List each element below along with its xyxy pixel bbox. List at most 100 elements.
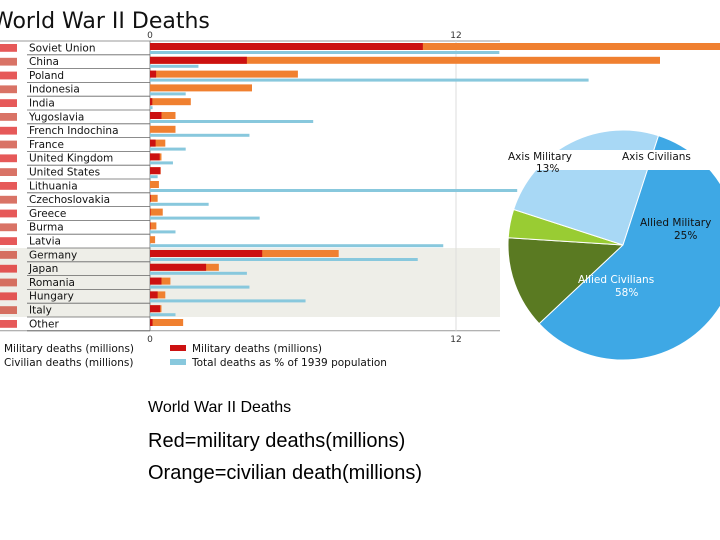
category-label-18: Hungary bbox=[29, 291, 74, 303]
legend-label-3: Total deaths as % of 1939 population bbox=[191, 357, 387, 369]
bar-percent-7 bbox=[150, 147, 186, 151]
category-label-7: France bbox=[29, 139, 64, 151]
bar-military-16 bbox=[150, 263, 207, 271]
pie-label-axis-military: Axis Military bbox=[508, 151, 572, 163]
bar-percent-11 bbox=[150, 202, 209, 206]
bar-percent-2 bbox=[150, 78, 589, 82]
bar-military-17 bbox=[150, 277, 162, 285]
legend-label-1: Military deaths (millions) bbox=[192, 343, 322, 355]
bar-percent-19 bbox=[150, 313, 176, 317]
bar-military-0 bbox=[150, 43, 423, 50]
category-label-3: Indonesia bbox=[29, 84, 80, 96]
bar-total-3 bbox=[150, 84, 252, 92]
bar-percent-18 bbox=[150, 299, 306, 303]
category-label-14: Latvia bbox=[29, 236, 61, 248]
bar-percent-12 bbox=[150, 216, 260, 220]
flag-italy bbox=[0, 306, 17, 314]
category-label-8: United Kingdom bbox=[29, 153, 113, 165]
bar-percent-5 bbox=[150, 120, 314, 123]
flag-france bbox=[0, 140, 17, 149]
bar-total-7 bbox=[150, 139, 166, 147]
pie-label-allied-civilians: Allied Civilians bbox=[578, 274, 654, 286]
flag-china bbox=[0, 57, 17, 66]
x-tick-top-12: 12 bbox=[450, 31, 461, 41]
bar-total-14 bbox=[150, 236, 156, 244]
category-label-5: Yugoslavia bbox=[28, 111, 84, 123]
category-label-6: French Indochina bbox=[29, 125, 119, 137]
caption-title: World War II Deaths bbox=[148, 399, 292, 416]
bar-military-11 bbox=[150, 194, 151, 202]
bar-percent-17 bbox=[150, 285, 250, 289]
flag-yugoslavia bbox=[0, 113, 17, 121]
category-label-15: Germany bbox=[29, 249, 77, 261]
flag-poland bbox=[0, 71, 17, 80]
bar-total-0 bbox=[150, 43, 720, 50]
bar-percent-16 bbox=[150, 271, 247, 275]
chart-title: World War II Deaths bbox=[0, 9, 210, 34]
pie-label-backdrop bbox=[500, 150, 720, 170]
bar-percent-9 bbox=[150, 175, 158, 179]
flag-hungary bbox=[0, 292, 17, 301]
flag-burma bbox=[0, 223, 17, 232]
flag-czechoslovakia bbox=[0, 195, 17, 204]
bar-percent-1 bbox=[150, 64, 199, 68]
bar-percent-3 bbox=[150, 92, 186, 96]
bar-military-20 bbox=[150, 319, 153, 326]
bar-total-2 bbox=[150, 70, 298, 78]
category-label-20: Other bbox=[29, 318, 59, 330]
category-label-1: China bbox=[29, 56, 59, 68]
flag-latvia bbox=[0, 237, 17, 245]
flag-indonesia bbox=[0, 85, 17, 94]
pie-slice-0 bbox=[507, 237, 625, 325]
flag-romania bbox=[0, 278, 17, 287]
flag-germany bbox=[0, 251, 17, 259]
bar-percent-8 bbox=[150, 161, 173, 165]
flag-soviet-union bbox=[0, 44, 17, 52]
bar-military-4 bbox=[150, 98, 153, 106]
category-label-9: United States bbox=[29, 167, 100, 179]
pie-label-axis-civilians: Axis Civilians bbox=[622, 151, 691, 163]
category-label-10: Lithuania bbox=[29, 180, 78, 192]
category-label-12: Greece bbox=[29, 208, 66, 220]
bar-percent-6 bbox=[150, 133, 250, 137]
bar-total-20 bbox=[150, 319, 184, 326]
pie-percent-allied-military: 25% bbox=[674, 230, 697, 242]
bar-percent-4 bbox=[150, 106, 153, 110]
legend-swatch-3 bbox=[170, 359, 186, 365]
bar-military-19 bbox=[150, 305, 161, 313]
bar-military-2 bbox=[150, 70, 157, 78]
category-label-13: Burma bbox=[29, 222, 64, 234]
pie-percent-axis-military: 13% bbox=[536, 163, 559, 175]
bar-military-7 bbox=[150, 139, 156, 147]
bar-percent-10 bbox=[150, 189, 518, 192]
bar-military-18 bbox=[150, 291, 158, 299]
pie-label-allied-military: Allied Military bbox=[640, 217, 711, 229]
x-tick-bottom-12: 12 bbox=[450, 335, 461, 345]
bar-military-8 bbox=[150, 153, 160, 161]
x-tick-top-0: 0 bbox=[147, 31, 153, 41]
category-label-16: Japan bbox=[28, 263, 58, 275]
flag-united-kingdom bbox=[0, 154, 17, 163]
bar-military-1 bbox=[150, 56, 247, 64]
bar-military-9 bbox=[150, 167, 161, 175]
flag-india bbox=[0, 99, 17, 107]
category-label-0: Soviet Union bbox=[29, 42, 95, 54]
legend-label-0: Military deaths (millions) bbox=[4, 343, 134, 355]
bar-percent-0 bbox=[150, 51, 500, 54]
legend-label-2: Civilian deaths (millions) bbox=[4, 357, 133, 369]
bar-total-5 bbox=[150, 112, 176, 119]
bar-total-1 bbox=[150, 56, 660, 64]
category-label-11: Czechoslovakia bbox=[29, 194, 110, 206]
legend-swatch-1 bbox=[170, 345, 186, 351]
bar-military-15 bbox=[150, 250, 263, 257]
flag-other bbox=[0, 320, 17, 328]
caption-red-explanation: Red=military deaths(millions) bbox=[148, 430, 406, 452]
bar-percent-14 bbox=[150, 244, 444, 248]
pie-percent-allied-civilians: 58% bbox=[615, 287, 638, 299]
flag-greece bbox=[0, 209, 17, 218]
bar-percent-13 bbox=[150, 230, 176, 234]
bar-total-11 bbox=[150, 194, 158, 202]
flag-japan bbox=[0, 264, 17, 273]
bar-military-12 bbox=[150, 208, 151, 216]
